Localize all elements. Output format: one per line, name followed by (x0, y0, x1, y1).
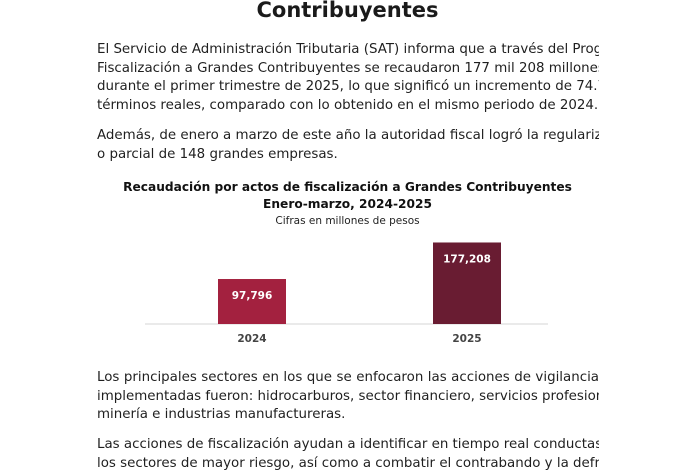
paragraph-line: Las acciones de fiscalización ayudan a i… (97, 437, 599, 452)
bar-value-label: 177,208 (443, 253, 491, 265)
x-tick-label: 2024 (237, 333, 266, 345)
page-title: Contribuyentes (256, 0, 439, 22)
paragraph-audits: Las acciones de fiscalización ayudan a i… (97, 436, 599, 473)
paragraph-line: minería e industrias manufactureras. (97, 407, 346, 423)
bar-2024 (218, 279, 286, 324)
paragraph-line: El Servicio de Administración Tributaria… (97, 42, 599, 57)
paragraph-sectors: Los principales sectores en los que se e… (97, 369, 599, 425)
paragraph-line: Además, de enero a marzo de este año la … (97, 128, 599, 143)
bar-value-label: 97,796 (232, 290, 273, 302)
paragraph-line: implementadas fueron: hidrocarburos, sec… (97, 388, 599, 404)
paragraph-intro: El Servicio de Administración Tributaria… (97, 41, 599, 116)
bar-2025 (433, 242, 501, 324)
paragraph-line: Fiscalización a Grandes Contribuyentes s… (97, 60, 599, 76)
chart-title: Recaudación por actos de fiscalización a… (123, 180, 572, 194)
paragraph-regularization: Además, de enero a marzo de este año la … (97, 127, 599, 164)
chart-units-note: Cifras en millones de pesos (275, 215, 420, 227)
paragraph-line: durante el primer trimestre de 2025, lo … (97, 79, 599, 95)
paragraph-line: los sectores de mayor riesgo, así como a… (97, 455, 599, 471)
paragraph-line: Los principales sectores en los que se e… (97, 370, 599, 385)
chart-subtitle: Enero-marzo, 2024-2025 (263, 197, 432, 211)
x-tick-label: 2025 (452, 333, 481, 345)
paragraph-line: o parcial de 148 grandes empresas. (97, 146, 338, 162)
paragraph-line: términos reales, comparado con lo obteni… (97, 98, 599, 114)
